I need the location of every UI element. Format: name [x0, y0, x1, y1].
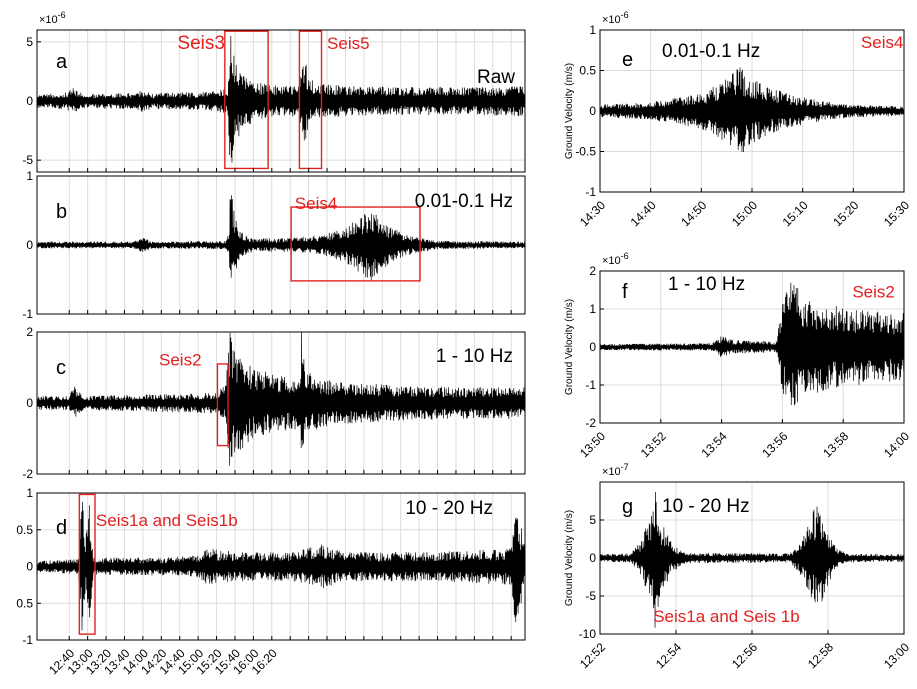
- y-tick-label: -2: [585, 416, 596, 430]
- exponent-label: ×10-6: [602, 251, 629, 267]
- event-annotation: Seis2: [852, 283, 895, 302]
- y-tick-label: -5: [585, 589, 596, 603]
- event-box: [290, 206, 421, 282]
- y-tick-label: -2: [22, 467, 33, 481]
- y-tick-label: -10: [579, 627, 597, 641]
- x-tick-label: 12:52: [577, 640, 608, 671]
- y-tick-label: -5: [22, 153, 33, 167]
- panel-e: -1 -0.5 0 0.5 1 14:30 14:40 14:50 15:00 15:10 15:2…: [564, 10, 912, 229]
- panel-b: -1 0 1 b 0.01-0.1 Hz Seis4: [22, 169, 526, 321]
- y-tick-label: 1: [589, 302, 596, 316]
- y-tick-label: 5: [589, 513, 596, 527]
- band-label: 0.01-0.1 Hz: [415, 191, 513, 212]
- event-annotation: Seis1a and Seis1b: [96, 511, 238, 530]
- panel-c: -2 0 2 c 1 - 10 Hz Seis2: [22, 325, 526, 481]
- y-tick-label: 0: [26, 560, 33, 574]
- y-tick-label: 0: [26, 94, 33, 108]
- waveform-trace: [37, 501, 525, 631]
- band-label: Raw: [477, 67, 515, 88]
- panel-letter: g: [622, 496, 633, 518]
- band-label: 1 - 10 Hz: [436, 346, 513, 367]
- y-axis-label: Ground Velocity (m/s): [564, 63, 575, 159]
- panel-letter: b: [56, 201, 67, 223]
- exponent-label: ×10-6: [602, 10, 629, 26]
- x-tick-label: 14:50: [678, 198, 709, 229]
- x-tick-label: 13:58: [820, 429, 851, 460]
- y-axis-label: Ground Velocity (m/s): [564, 299, 575, 395]
- exponent-power: -7: [621, 462, 629, 472]
- y-tick-label: 5: [26, 35, 33, 49]
- panel-letter: a: [56, 51, 68, 73]
- y-tick-label: 0.5: [579, 64, 596, 78]
- x-tick-label: 15:30: [881, 198, 912, 229]
- x-tick-label: 13:56: [759, 429, 790, 460]
- y-tick-label: -1: [22, 307, 33, 321]
- waveform-trace: [600, 67, 904, 153]
- y-tick-label: 0: [26, 396, 33, 410]
- band-label: 0.01-0.1 Hz: [662, 41, 760, 62]
- x-tick-label: 15:20: [830, 198, 861, 229]
- band-label: 10 - 20 Hz: [662, 496, 750, 517]
- x-tick-label: 14:40: [628, 198, 659, 229]
- panel-letter: d: [56, 517, 67, 539]
- waveform-trace: [37, 36, 525, 163]
- band-label: 1 - 10 Hz: [668, 274, 745, 295]
- y-tick-label: 1: [26, 486, 33, 500]
- x-tick-label: 13:54: [699, 429, 730, 460]
- y-tick-label: 0: [589, 104, 596, 118]
- waveform-trace: [600, 491, 904, 628]
- x-tick-label: 13:52: [638, 429, 669, 460]
- x-tick-label: 13:50: [577, 429, 608, 460]
- event-annotation: Seis2: [159, 351, 202, 370]
- x-tick-label: 15:10: [780, 198, 811, 229]
- exponent-label: ×10-7: [602, 462, 629, 478]
- y-tick-label: 0.5: [16, 596, 33, 610]
- event-box: [298, 30, 323, 170]
- waveform-trace: [600, 282, 904, 406]
- event-annotation: Seis3: [177, 33, 225, 54]
- y-tick-label: -1: [22, 633, 33, 647]
- waveform-trace: [37, 332, 525, 466]
- y-tick-label: 1: [589, 23, 596, 37]
- x-tick-label: 12:54: [653, 640, 684, 671]
- y-tick-label: 2: [26, 325, 33, 339]
- event-annotation: Seis4: [295, 194, 338, 213]
- exponent-power: -6: [621, 251, 629, 261]
- y-tick-label: -1: [585, 378, 596, 392]
- y-tick-label: -1: [585, 185, 596, 199]
- event-annotation: Seis1a and Seis 1b: [653, 607, 800, 626]
- panel-letter: c: [56, 357, 66, 379]
- y-tick-label: -0.5: [575, 145, 596, 159]
- panel-letter: f: [622, 281, 628, 303]
- event-box: [216, 363, 229, 447]
- panel-d: -10.500.5112:4013:0013:2013:4014:0014:20…: [16, 486, 526, 677]
- y-tick-label: 0: [589, 340, 596, 354]
- x-tick-label: 14:00: [881, 429, 912, 460]
- exponent-label: ×10-6: [39, 10, 66, 26]
- exponent-power: -6: [58, 10, 66, 20]
- exponent-power: -6: [621, 10, 629, 20]
- waveform-trace: [37, 195, 525, 281]
- panel-f: -2 -1 0 1 2 13:50 13:52 13:54 13:56 13:58 14:00 ×10…: [564, 251, 912, 460]
- band-label: 10 - 20 Hz: [405, 498, 493, 519]
- panel-g: -10 -5 0 5 12:52 12:54 12:56 12:58 13:00 ×10-7 Gro…: [564, 462, 912, 671]
- x-tick-label: 13:00: [881, 640, 912, 671]
- y-axis-label: Ground Velocity (m/s): [564, 510, 575, 606]
- y-tick-label: 0: [589, 551, 596, 565]
- y-tick-label: 0: [26, 238, 33, 252]
- panel-a: -5 0 5 ×10-6 a Raw Seis3 Seis5: [22, 10, 526, 173]
- x-tick-label: 12:56: [729, 640, 760, 671]
- x-tick-label: 12:58: [805, 640, 836, 671]
- event-annotation: Seis4: [861, 33, 904, 52]
- event-box: [224, 30, 269, 170]
- x-tick-label: 15:00: [729, 198, 760, 229]
- y-tick-label: 0.5: [16, 523, 33, 537]
- x-tick-label: 14:30: [577, 198, 608, 229]
- panel-letter: e: [622, 49, 633, 71]
- y-tick-label: 2: [589, 264, 596, 278]
- y-tick-label: 1: [26, 169, 33, 183]
- event-annotation: Seis5: [327, 34, 370, 53]
- event-box: [78, 493, 96, 635]
